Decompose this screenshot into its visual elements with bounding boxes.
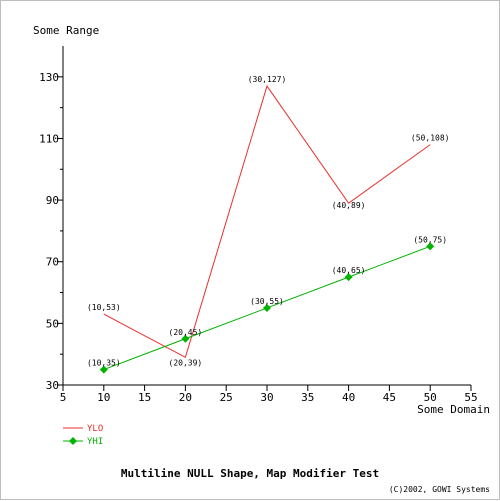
y-tick-label: 70 [46,256,59,269]
copyright-credit: (C)2002, GOWI Systems [389,485,490,494]
x-tick-label: 30 [260,391,273,404]
data-label: (50,75) [413,235,447,244]
x-tick-label: 50 [424,391,437,404]
axes: 30 50 70 90 110 130 5 10 15 20 25 30 35 40 45 50 55 [39,46,478,404]
y-axis-label: Some Range [33,24,99,37]
data-label: (40,65) [332,266,366,275]
data-label: (20,45) [169,328,203,337]
data-point-marker [181,334,190,343]
y-tick-label: 130 [39,71,59,84]
data-label: (50,108) [411,134,450,143]
data-point-marker [344,273,353,282]
x-tick-label: 55 [464,391,477,404]
legend-label-yhi: YHI [87,437,103,447]
x-axis-label: Some Domain [417,403,490,416]
legend: YLO YHI [63,424,103,447]
x-tick-label: 40 [342,391,355,404]
legend-label-ylo: YLO [87,424,103,434]
chart-title: Multiline NULL Shape, Map Modifier Test [121,467,379,480]
data-label: (30,127) [248,75,287,84]
point-labels: (10,53) (20,39) (30,127) (40,89) (50,108) (10… [87,75,450,368]
data-label: (10,53) [87,303,121,312]
x-tick-label: 10 [97,391,110,404]
y-tick-label: 110 [39,132,59,145]
data-label: (30,55) [250,297,284,306]
series-line-ylo [103,84,431,358]
x-tick-label: 25 [220,391,233,404]
data-point-marker [426,242,435,251]
legend-marker-yhi [69,437,77,445]
x-tick-label: 35 [301,391,314,404]
x-tick-label: 15 [138,391,151,404]
data-label: (20,39) [169,358,203,367]
series-ylo [103,84,431,358]
series-yhi [99,242,435,374]
data-point-marker [263,303,271,312]
y-tick-label: 90 [46,194,59,207]
x-tick-label: 45 [383,391,396,404]
data-label: (40,89) [332,201,366,210]
data-label: (10,35) [87,359,121,368]
data-point-marker [99,365,108,374]
x-tick-label: 20 [179,391,192,404]
y-tick-label: 50 [46,317,59,330]
y-tick-label: 30 [46,379,59,392]
series-layer [99,84,435,374]
x-tick-label: 5 [60,391,67,404]
